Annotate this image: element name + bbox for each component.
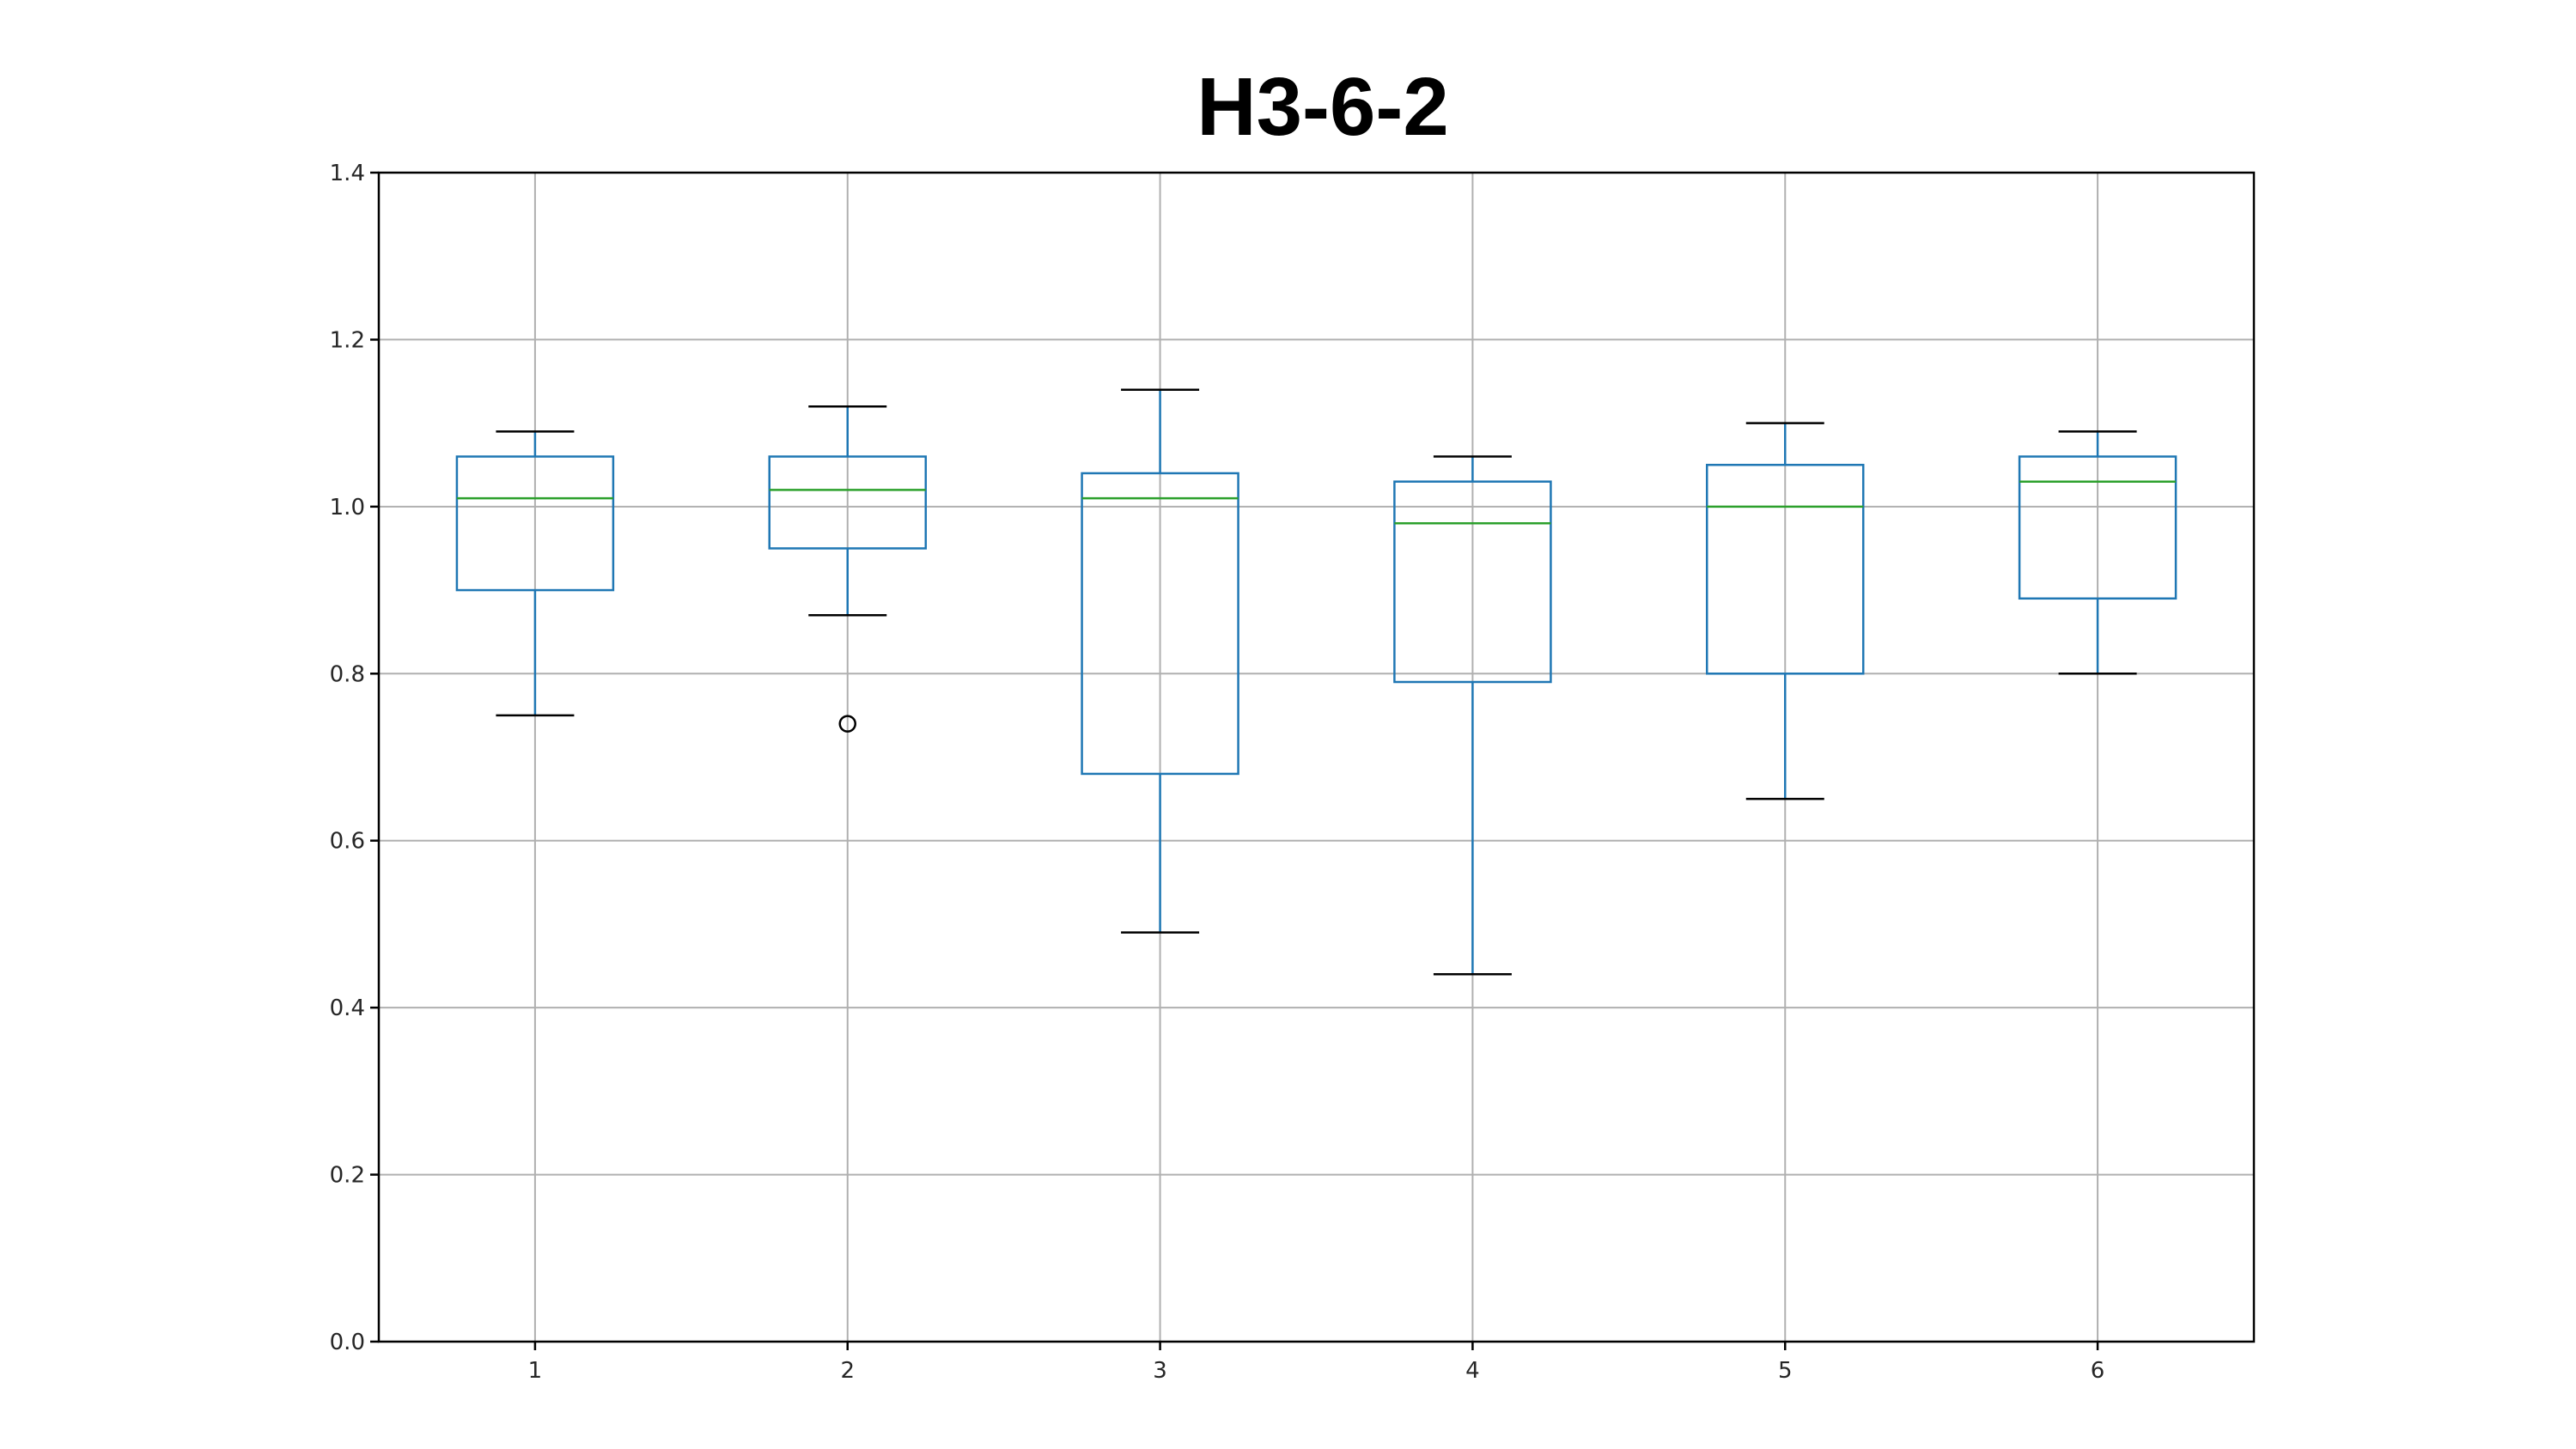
x-tick-label: 5 bbox=[1778, 1358, 1793, 1384]
x-tick-label: 2 bbox=[840, 1358, 855, 1384]
box-group-4 bbox=[1393, 455, 1552, 976]
box-plot-series bbox=[455, 388, 2177, 976]
y-tick-label: 1.0 bbox=[330, 495, 365, 521]
iqr-box bbox=[2018, 455, 2177, 600]
box-group-3 bbox=[1081, 388, 1239, 934]
outlier-point bbox=[838, 715, 856, 733]
plot-frame bbox=[377, 171, 2256, 1343]
chart-title: H3-6-2 bbox=[1197, 61, 1449, 153]
iqr-box bbox=[768, 455, 927, 550]
y-tick-label: 0.0 bbox=[330, 1330, 365, 1355]
iqr-box bbox=[455, 455, 615, 592]
iqr-box bbox=[1706, 464, 1865, 675]
y-tick-label: 0.4 bbox=[330, 995, 365, 1021]
x-tick-label: 4 bbox=[1465, 1358, 1480, 1384]
grid-lines bbox=[379, 172, 2254, 1342]
y-tick-label: 0.6 bbox=[330, 829, 365, 855]
x-tick-label: 6 bbox=[2091, 1358, 2105, 1384]
box-group-2 bbox=[768, 405, 927, 733]
box-group-6 bbox=[2018, 430, 2177, 675]
axis-ticks: 0.0 0.2 0.4 0.6 0.8 1.0 1.2 1.4 1 2 3 4 5 6 bbox=[330, 161, 2105, 1384]
box-group-5 bbox=[1706, 422, 1865, 801]
y-tick-label: 1.4 bbox=[330, 161, 365, 186]
iqr-box bbox=[1081, 472, 1239, 776]
x-tick-label: 1 bbox=[528, 1358, 543, 1384]
x-tick-label: 3 bbox=[1153, 1358, 1167, 1384]
y-tick-label: 0.2 bbox=[330, 1163, 365, 1189]
iqr-box bbox=[1393, 480, 1552, 684]
box-group-1 bbox=[455, 430, 615, 717]
y-tick-label: 1.2 bbox=[330, 327, 365, 353]
y-tick-label: 0.8 bbox=[330, 661, 365, 687]
